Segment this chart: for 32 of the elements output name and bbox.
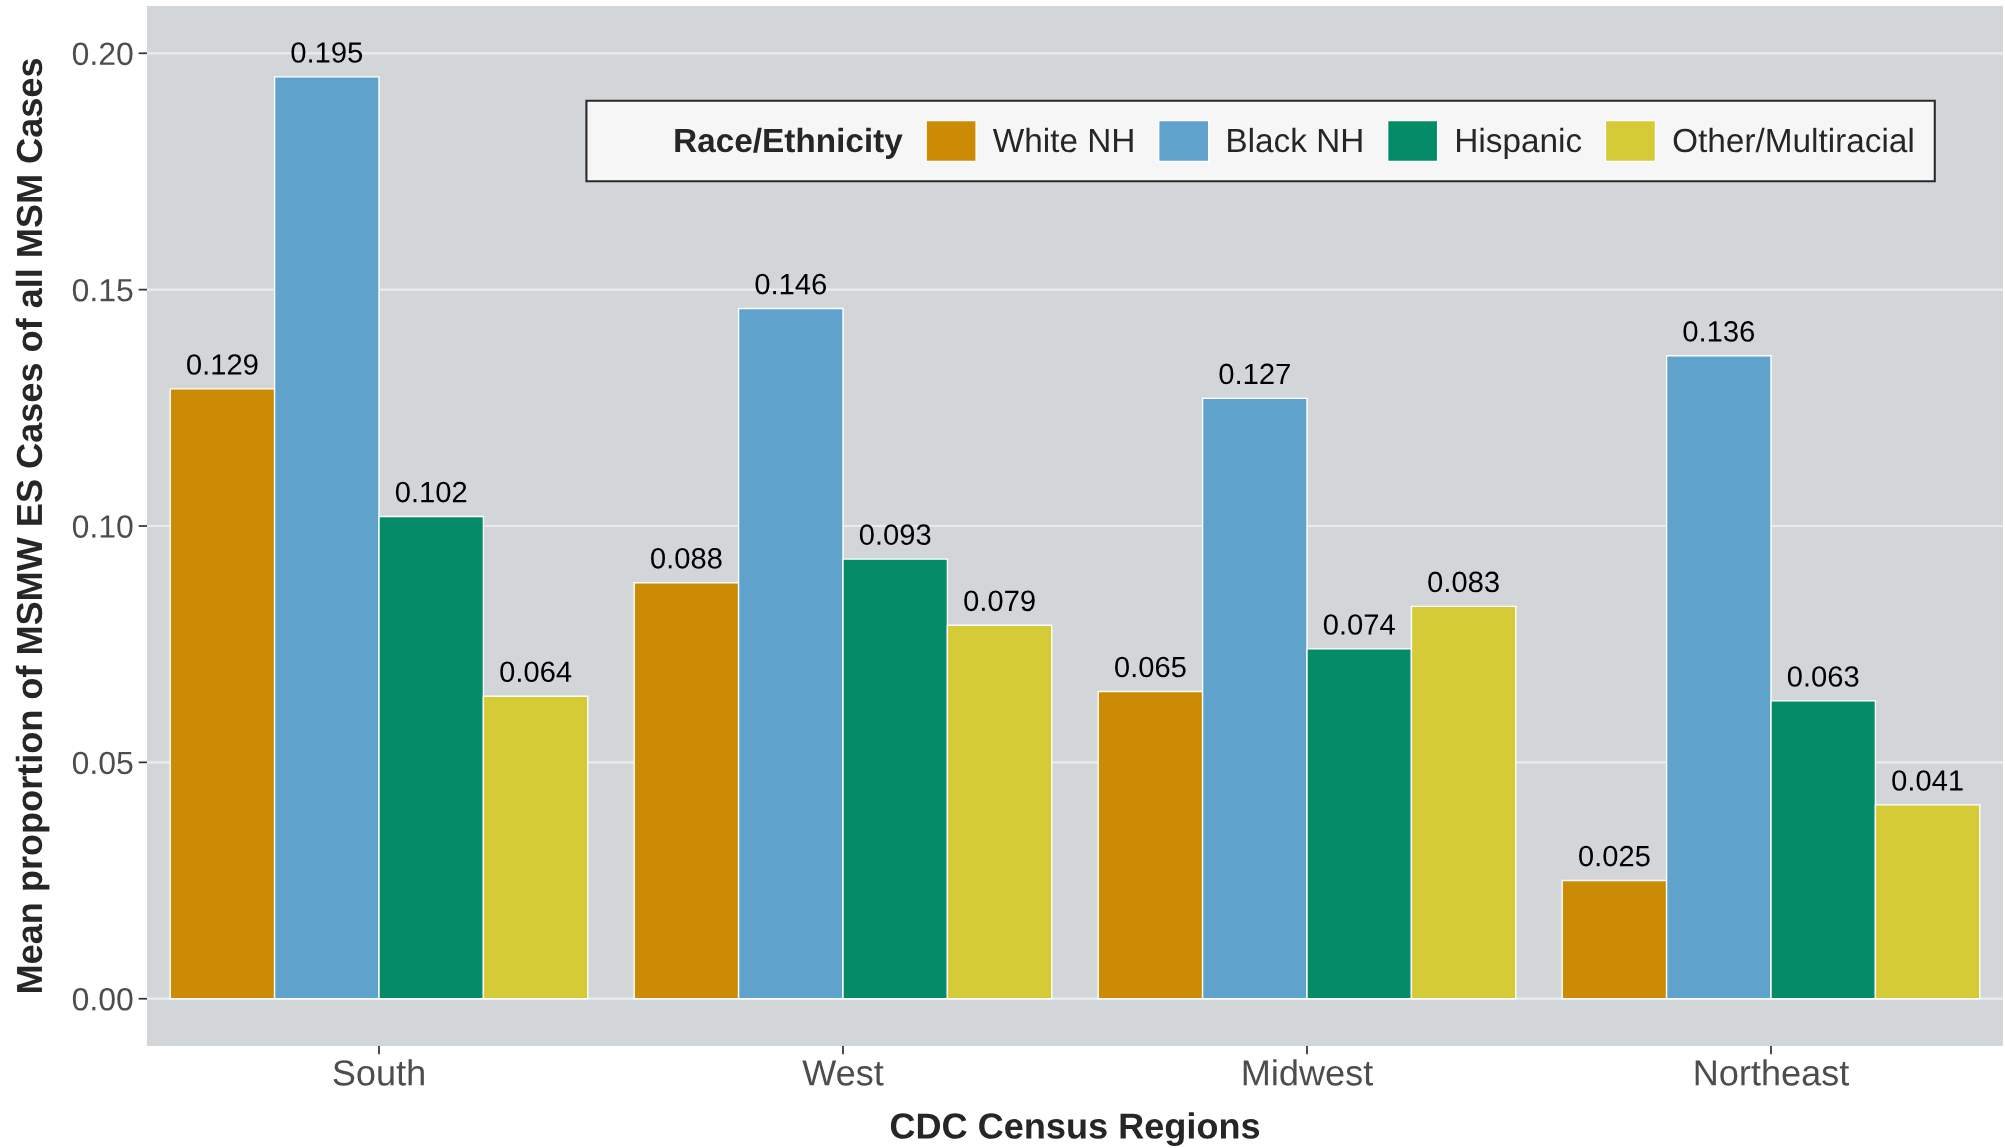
x-tick-label: Midwest [1243,1059,1373,1086]
data-label: 0.065 [1115,656,1186,678]
data-label: 0.083 [1428,571,1499,593]
data-label: 0.041 [1892,770,1963,791]
x-axis-title: CDC Census Regions [890,1112,1260,1147]
data-label: 0.102 [395,481,467,503]
data-label: 0.088 [651,547,722,569]
data-label: 0.074 [1323,614,1395,635]
y-tick-label: 0.00 [72,988,133,1011]
y-tick-label: 0.05 [72,751,133,775]
data-label: 0.064 [500,661,572,683]
data-label: 0.146 [755,273,827,295]
y-tick-label: 0.15 [72,278,133,302]
x-tick-label: West [802,1060,884,1086]
legend-label: White NH [992,127,1133,153]
data-label: 0.093 [859,524,931,545]
data-label: 0.063 [1787,666,1859,687]
y-tick-label: 0.10 [72,515,133,538]
y-tick-label: 0.20 [72,42,133,66]
x-tick-label: South [333,1059,424,1086]
data-label: 0.079 [964,590,1035,612]
x-tick-label: Northeast [1695,1059,1850,1086]
data-label: 0.127 [1219,363,1290,385]
y-axis-title: Mean proportion of MSMW ES Cases of all MSM Cases [15,58,50,993]
legend-label: Other/Multiracial [1673,127,1913,153]
data-label: 0.195 [291,42,363,63]
data-label: 0.025 [1579,845,1650,867]
data-label: 0.129 [187,354,258,375]
legend-label: Hispanic [1457,127,1582,159]
legend-label: Black NH [1228,127,1362,153]
legend-title: Race/Ethnicity [675,127,903,159]
data-label: 0.136 [1683,321,1755,342]
